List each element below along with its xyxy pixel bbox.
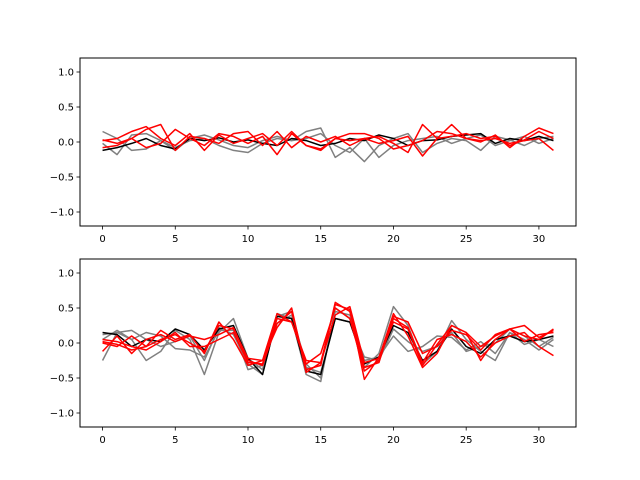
series-group xyxy=(101,301,554,383)
y-tick-label: 1.0 xyxy=(58,68,74,79)
x-tick-label: 5 xyxy=(172,234,178,245)
y-tick-label: 0.5 xyxy=(58,103,74,114)
x-tick-label: 5 xyxy=(172,435,178,446)
y-tick-label: −0.5 xyxy=(50,374,74,385)
series-group xyxy=(102,123,554,163)
x-tick-label: 20 xyxy=(387,234,400,245)
x-tick-label: 25 xyxy=(460,234,473,245)
series-line-7 xyxy=(102,305,554,374)
axes-2: 0 5 10 15 20 25 30 −1.0 −0.5 0.0 0.5 1.0 xyxy=(50,258,577,446)
series-line-6 xyxy=(102,123,554,157)
x-tick-label: 25 xyxy=(460,435,473,446)
x-tick-label: 15 xyxy=(314,435,327,446)
y-tick-label: 0.0 xyxy=(58,339,74,350)
x-tick-label: 30 xyxy=(533,435,546,446)
x-tick-label: 30 xyxy=(533,234,546,245)
x-tick-label: 0 xyxy=(99,435,105,446)
series-line-6 xyxy=(102,301,554,371)
y-tick-label: 0.5 xyxy=(58,304,74,315)
series-line-4 xyxy=(102,315,554,376)
x-tick-label: 0 xyxy=(99,234,105,245)
x-tick-label: 10 xyxy=(242,435,255,446)
y-tick-label: 0.0 xyxy=(58,138,74,149)
axes-1: 0 5 10 15 20 25 30 −1.0 −0.5 0.0 0.5 1.0 xyxy=(50,57,577,245)
y-tick-label: −1.0 xyxy=(50,208,74,219)
series-line-8 xyxy=(102,307,554,372)
y-tick-label: 1.0 xyxy=(58,269,74,280)
series-line-5 xyxy=(102,128,554,156)
x-tick-label: 15 xyxy=(314,234,327,245)
x-tick-label: 20 xyxy=(387,435,400,446)
y-tick-label: −0.5 xyxy=(50,173,74,184)
x-tick-label: 10 xyxy=(242,234,255,245)
y-tick-label: −1.0 xyxy=(50,409,74,420)
